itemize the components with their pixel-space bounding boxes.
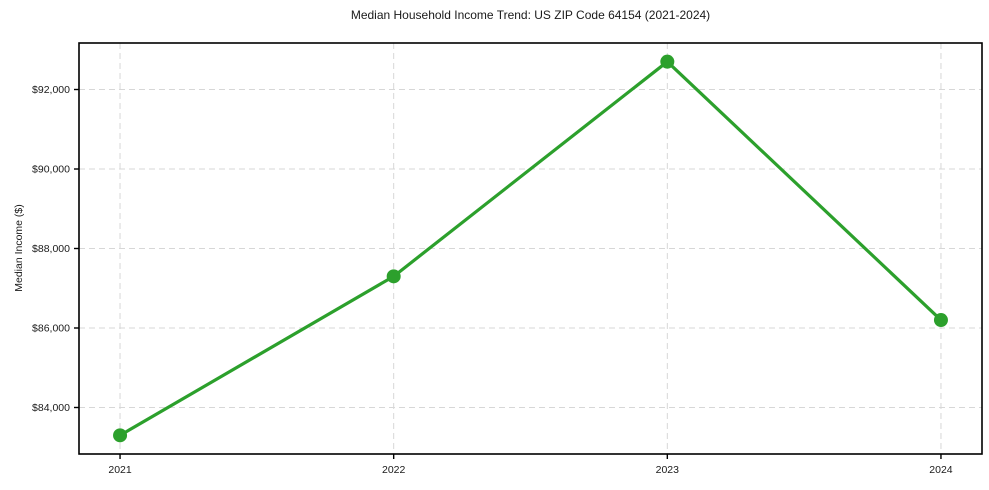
data-point-2024: [933, 313, 948, 328]
data-point-2022: [386, 269, 401, 284]
data-point-2021: [113, 428, 128, 443]
x-tick-label-2023: 2023: [656, 464, 680, 476]
x-tick-label-2024: 2024: [929, 464, 953, 476]
chart-title: Median Household Income Trend: US ZIP Co…: [350, 8, 711, 22]
y-tick-label-84000: $84,000: [32, 402, 70, 414]
trend-line: [118, 60, 943, 437]
y-tick-label-88000: $88,000: [32, 243, 70, 255]
x-tick-label-2021: 2021: [108, 464, 132, 476]
x-tick-label-2022: 2022: [382, 464, 406, 476]
data-point-2023: [660, 54, 675, 69]
y-tick-label-90000: $90,000: [32, 164, 70, 176]
y-tick-label-92000: $92,000: [32, 84, 70, 96]
y-tick-label-86000: $86,000: [32, 322, 70, 334]
